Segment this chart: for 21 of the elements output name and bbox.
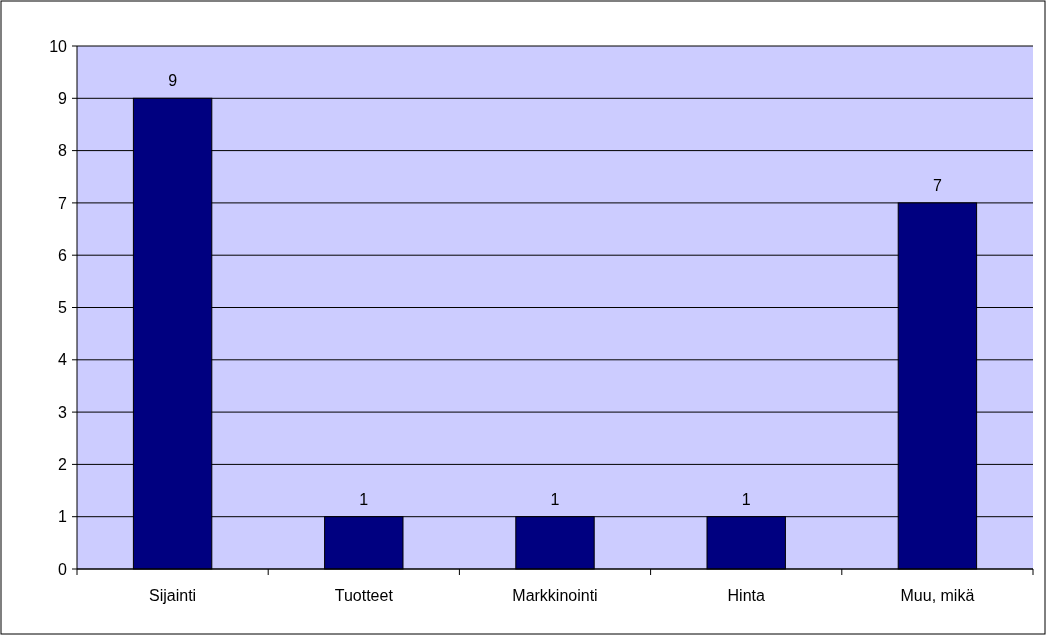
x-tick-label: Hinta [727, 587, 765, 604]
y-tick-label: 2 [58, 456, 68, 473]
y-tick-label: 0 [58, 560, 68, 578]
x-tick-label: Markkinointi [512, 587, 598, 604]
data-label: 7 [932, 176, 942, 194]
x-tick-label: Sijainti [149, 587, 197, 604]
y-tick-label: 10 [49, 37, 68, 55]
y-tick-label: 1 [58, 508, 68, 526]
x-tick-label: Tuotteet [334, 587, 394, 604]
y-tick-label: 5 [58, 299, 68, 317]
y-tick-label: 9 [58, 89, 68, 107]
y-tick-label: 3 [58, 403, 68, 421]
data-label: 1 [741, 490, 751, 508]
data-label: 1 [550, 490, 560, 508]
y-tick-label: 6 [58, 246, 68, 264]
data-label: 9 [168, 72, 178, 90]
y-tick-label: 4 [58, 351, 68, 369]
data-label: 1 [359, 490, 369, 508]
x-tick-label: Muu, mikä [900, 587, 975, 604]
y-tick-label: 8 [58, 142, 68, 160]
y-tick-label: 7 [58, 194, 68, 212]
